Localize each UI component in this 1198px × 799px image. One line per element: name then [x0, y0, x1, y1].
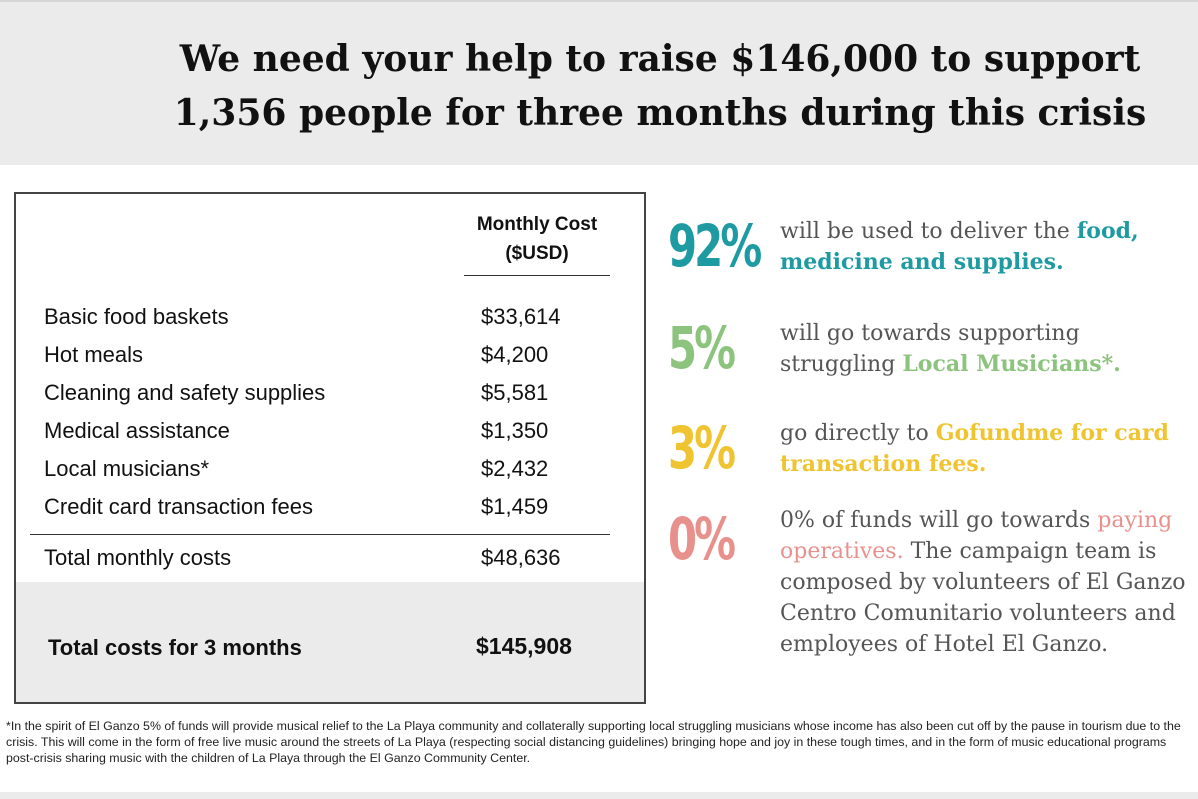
- table-row: Hot meals $4,200: [16, 336, 644, 374]
- stat-block-food: 92% will be used to deliver the food, me…: [668, 216, 1196, 282]
- column-header-line-1: Monthly Cost: [476, 214, 598, 235]
- stat-text-plain: will go towards supporting struggling: [780, 321, 1080, 377]
- footnote: *In the spirit of El Ganzo 5% of funds w…: [6, 719, 1181, 765]
- cost-table: Monthly Cost ($USD) Basic food baskets $…: [14, 192, 646, 704]
- header-banner: We need your help to raise $146,000 to s…: [0, 0, 1198, 165]
- stat-text-plain: 0% of funds will go towards: [780, 508, 1091, 533]
- row-value: $1,350: [481, 418, 549, 443]
- row-value: $1,459: [481, 494, 549, 519]
- stat-percent: 92%: [668, 212, 762, 280]
- row-label: Local musicians*: [44, 456, 210, 481]
- stat-text-plain: will be used to deliver the: [780, 219, 1070, 244]
- table-row: Cleaning and safety supplies $5,581: [16, 374, 644, 412]
- monthly-total-row: Total monthly costs $48,636: [16, 539, 644, 577]
- stat-text-after: The campaign team is composed by volunte…: [780, 539, 1186, 657]
- column-header-monthly-cost: Monthly Cost ($USD): [464, 210, 610, 268]
- table-row: Medical assistance $1,350: [16, 412, 644, 450]
- row-value: $2,432: [481, 456, 549, 481]
- stat-text-highlight: paying operatives.: [780, 508, 1173, 564]
- table-row: Basic food baskets $33,614: [16, 298, 644, 336]
- row-label: Cleaning and safety supplies: [44, 380, 326, 405]
- grand-total-label: Total costs for 3 months: [48, 635, 302, 660]
- stat-description: 0% of funds will go towards paying opera…: [780, 505, 1194, 660]
- bottom-divider: [0, 792, 1198, 799]
- stat-percent: 5%: [668, 314, 736, 382]
- stat-description: will be used to deliver the food, medici…: [780, 216, 1194, 278]
- stat-text-highlight: Local Musicians*.: [902, 351, 1121, 377]
- stat-text-highlight: food, medicine and supplies.: [780, 218, 1139, 275]
- monthly-total-label: Total monthly costs: [44, 545, 232, 570]
- stat-block-musicians: 5% will go towards supporting struggling…: [668, 318, 1196, 384]
- stat-description: go directly to Gofundme for card transac…: [780, 418, 1194, 480]
- row-label: Credit card transaction fees: [44, 494, 314, 519]
- row-value: $33,614: [481, 304, 561, 329]
- monthly-total-value: $48,636: [481, 545, 561, 570]
- stat-text-plain: go directly to: [780, 421, 929, 446]
- stat-percent: 0%: [668, 505, 736, 573]
- stat-block-operatives: 0% 0% of funds will go towards paying op…: [668, 505, 1196, 665]
- page-title-line-2: 1,356 people for three months during thi…: [173, 92, 1147, 134]
- subtotal-divider: [30, 534, 610, 535]
- column-header-line-2: ($USD): [505, 243, 569, 264]
- grand-total-row: Total costs for 3 months $145,908: [16, 582, 644, 702]
- stat-block-fees: 3% go directly to Gofundme for card tran…: [668, 418, 1196, 484]
- stat-description: will go towards supporting struggling Lo…: [780, 318, 1194, 380]
- row-value: $5,581: [481, 380, 549, 405]
- page-title: We need your help to raise $146,000 to s…: [130, 32, 1190, 140]
- column-header-divider: [464, 275, 610, 276]
- row-label: Medical assistance: [44, 418, 230, 443]
- row-value: $4,200: [481, 342, 549, 367]
- stat-text-highlight: Gofundme for card transaction fees.: [780, 420, 1169, 477]
- row-label: Basic food baskets: [44, 304, 229, 329]
- table-row: Local musicians* $2,432: [16, 450, 644, 488]
- row-label: Hot meals: [44, 342, 144, 367]
- stat-percent: 3%: [668, 414, 736, 482]
- table-row: Credit card transaction fees $1,459: [16, 488, 644, 526]
- page-title-line-1: We need your help to raise $146,000 to s…: [179, 38, 1141, 80]
- grand-total-value: $145,908: [476, 633, 572, 659]
